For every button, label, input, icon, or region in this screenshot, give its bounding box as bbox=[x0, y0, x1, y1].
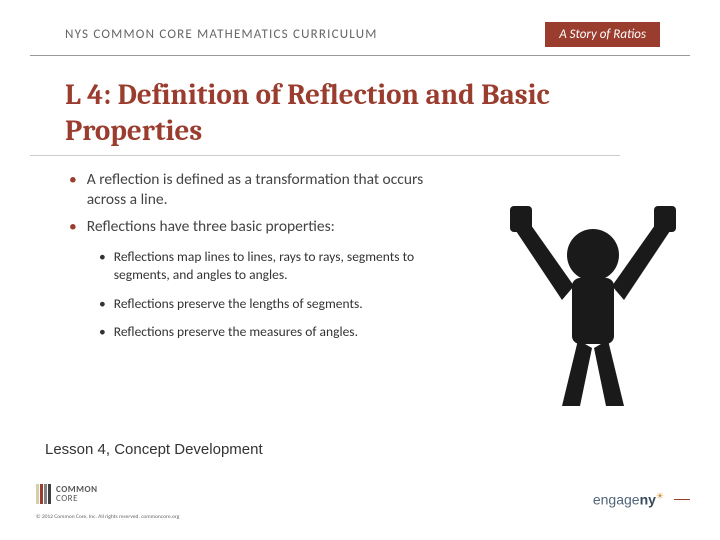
lesson-label: Lesson 4, Concept Development bbox=[45, 441, 263, 458]
header: NYS COMMON CORE MATHEMATICS CURRICULUM A… bbox=[30, 0, 690, 56]
bullet-main-0: • A reflection is defined as a transform… bbox=[65, 170, 435, 212]
page-accent-bar bbox=[674, 499, 690, 500]
common-core-logo: COMMON CORE bbox=[36, 484, 98, 504]
footer: COMMON CORE © 2012 Common Core, Inc. All… bbox=[0, 476, 720, 540]
sun-icon: ☀ bbox=[656, 491, 664, 501]
bullet-text: Reflections preserve the measures of ang… bbox=[114, 323, 358, 341]
victory-figure-icon bbox=[508, 200, 678, 410]
logo-bars-icon bbox=[36, 484, 51, 504]
copyright: © 2012 Common Core, Inc. All rights rese… bbox=[36, 514, 179, 520]
bullet-sub-1: • Reflections preserve the lengths of se… bbox=[99, 295, 435, 313]
header-right-badge: A Story of Ratios bbox=[545, 22, 660, 47]
bullet-text: A reflection is defined as a transformat… bbox=[87, 170, 435, 212]
bullet-dot: • bbox=[65, 170, 87, 212]
bullet-text: Reflections preserve the lengths of segm… bbox=[114, 295, 363, 313]
bullet-sub-0: • Reflections map lines to lines, rays t… bbox=[99, 248, 435, 284]
bullet-sub-2: • Reflections preserve the measures of a… bbox=[99, 323, 435, 341]
bullet-text: Reflections map lines to lines, rays to … bbox=[114, 248, 435, 284]
header-left: NYS COMMON CORE MATHEMATICS CURRICULUM bbox=[65, 27, 378, 42]
logo-text: COMMON CORE bbox=[56, 485, 98, 503]
bullet-main-1: • Reflections have three basic propertie… bbox=[65, 217, 435, 238]
bullet-dot: • bbox=[99, 248, 114, 284]
bullet-dot: • bbox=[99, 295, 114, 313]
bullet-text: Reflections have three basic properties: bbox=[87, 217, 335, 238]
engage-ny-logo: engageny☀ bbox=[593, 491, 664, 508]
content: • A reflection is defined as a transform… bbox=[30, 156, 470, 342]
bullet-dot: • bbox=[65, 217, 87, 238]
bullet-dot: • bbox=[99, 323, 114, 341]
page-title: L 4: Definition of Reflection and Basic … bbox=[30, 56, 620, 156]
